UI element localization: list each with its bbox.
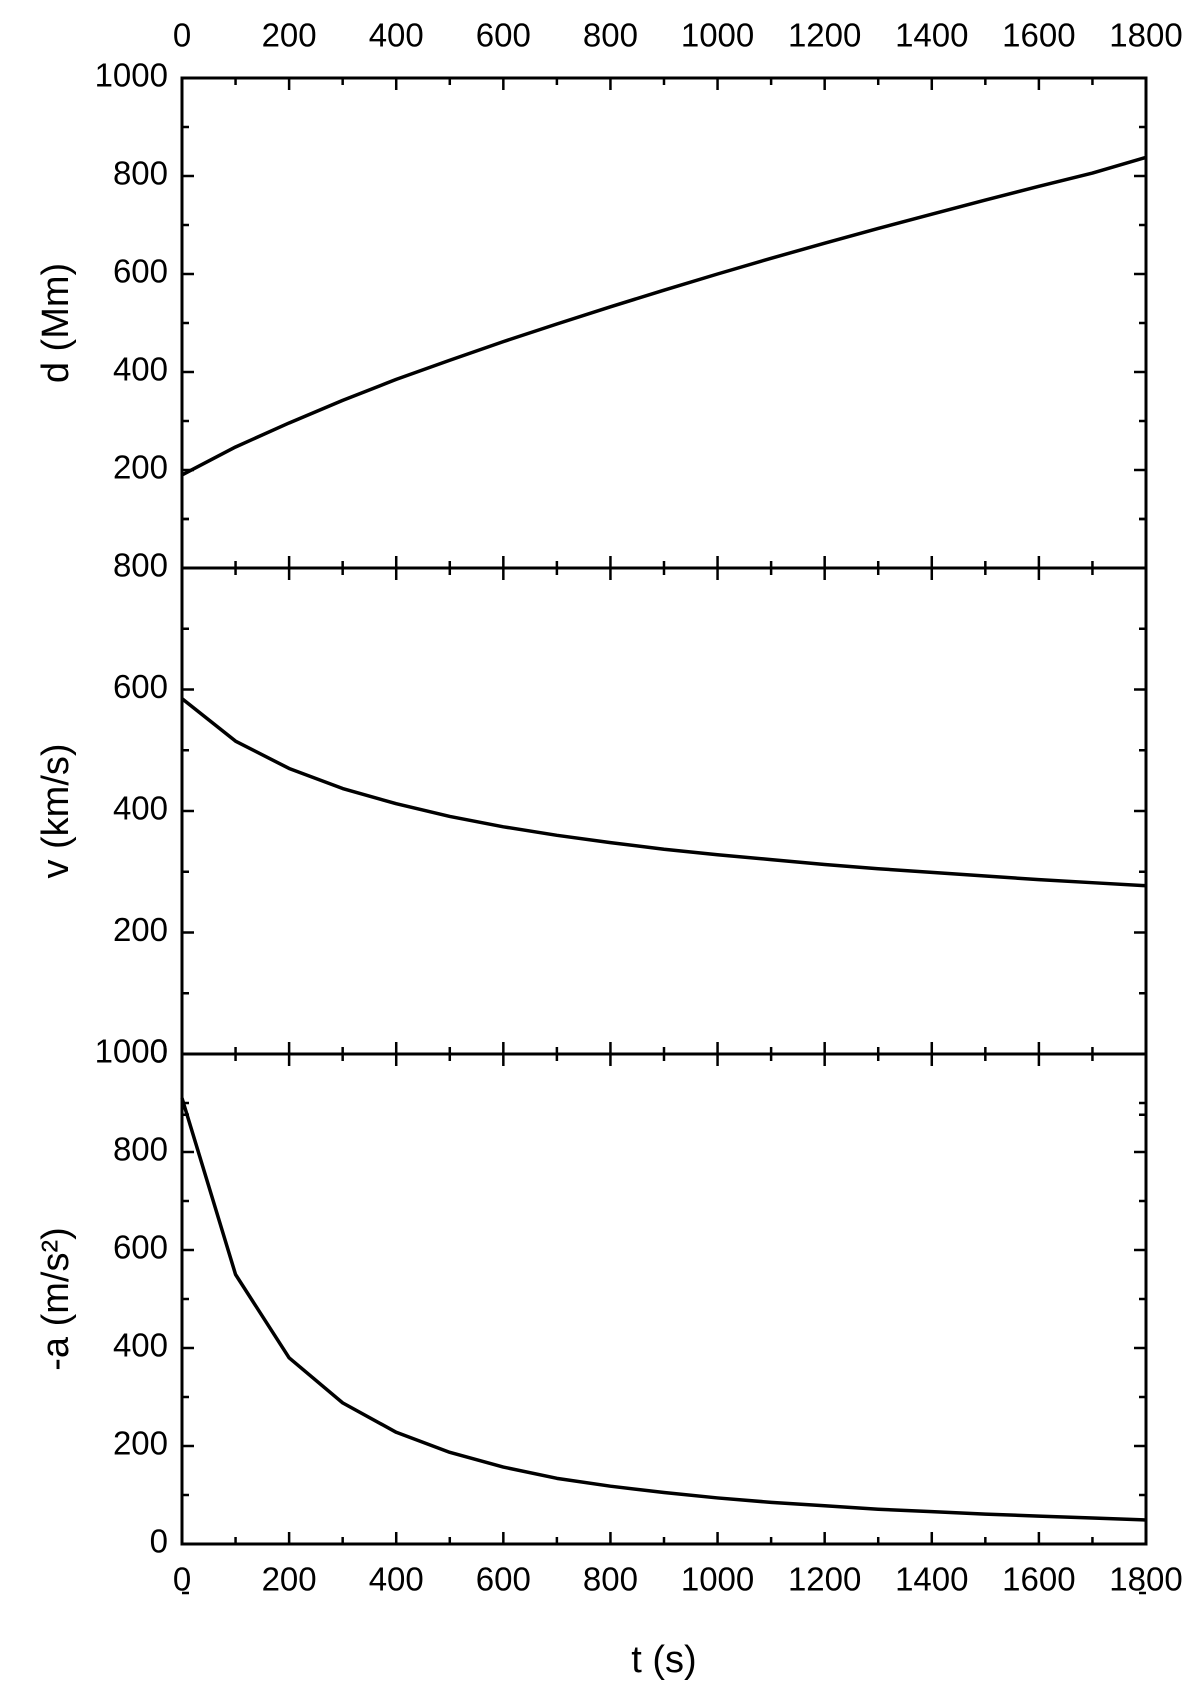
y-tick-label: 200	[113, 911, 168, 948]
x-tick-label: 600	[476, 1561, 531, 1598]
x-tick-label: 1800	[1109, 17, 1182, 54]
y-tick-label: 600	[113, 1229, 168, 1266]
x-tick-label: 800	[583, 1561, 638, 1598]
y-tick-label: 600	[113, 253, 168, 290]
x-tick-label: 1000	[681, 17, 754, 54]
x-tick-label: 200	[262, 17, 317, 54]
x-tick-label: 0	[173, 17, 191, 54]
y-tick-label: 0	[150, 1033, 168, 1070]
plot-frame	[180, 76, 1148, 570]
plot-frame	[180, 1052, 1148, 1546]
x-axis-label: t (s)	[631, 1639, 696, 1681]
data-line	[181, 155, 1147, 477]
y-tick-label: 600	[113, 668, 168, 705]
y-tick-label: 1000	[95, 57, 168, 94]
y-tick-label: 800	[113, 1131, 168, 1168]
y-tick-label: 400	[113, 1327, 168, 1364]
y-tick-label: 1000	[95, 1033, 168, 1070]
y-tick-label: 0	[150, 1523, 168, 1560]
y-tick-label: 800	[113, 547, 168, 584]
y-axis-label: -a (m/s²)	[35, 1227, 77, 1371]
y-tick-label: 400	[113, 351, 168, 388]
y-axis-label: v (km/s)	[35, 743, 77, 878]
y-axis-label: d (Mm)	[35, 263, 77, 383]
x-tick-label: 1200	[788, 17, 861, 54]
x-tick-label: 0	[173, 1561, 191, 1598]
x-tick-label: 1400	[895, 1561, 968, 1598]
x-tick-label: 200	[262, 1561, 317, 1598]
x-tick-label: 1400	[895, 17, 968, 54]
x-tick-label: 800	[583, 17, 638, 54]
x-tick-label: 1600	[1002, 17, 1075, 54]
x-tick-label: 400	[369, 1561, 424, 1598]
x-tick-label: 1000	[681, 1561, 754, 1598]
x-tick-label: 1800	[1109, 1561, 1182, 1598]
x-tick-label: 1600	[1002, 1561, 1075, 1598]
data-line	[180, 1097, 1147, 1522]
x-tick-label: 400	[369, 17, 424, 54]
x-tick-label: 600	[476, 17, 531, 54]
x-tick-label: 1200	[788, 1561, 861, 1598]
y-tick-label: 400	[113, 790, 168, 827]
y-tick-label: 800	[113, 155, 168, 192]
data-line	[180, 697, 1147, 888]
plot-frame	[180, 566, 1148, 1056]
y-tick-label: 200	[113, 1425, 168, 1462]
y-tick-label: 200	[113, 449, 168, 486]
